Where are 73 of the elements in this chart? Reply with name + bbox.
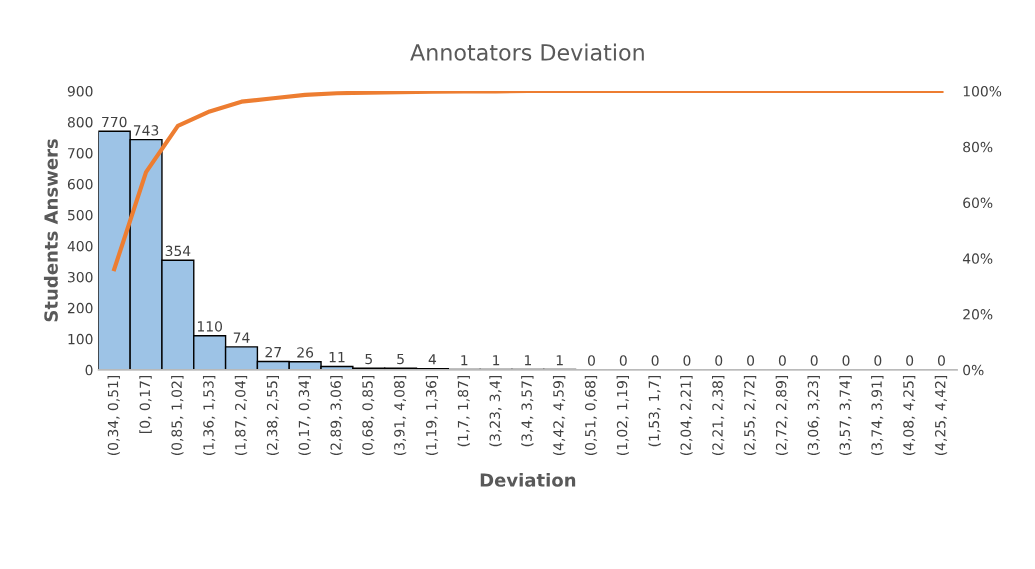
data-label: 0 xyxy=(778,355,786,366)
x-tick-label: (0,51, 0,68] xyxy=(584,375,598,456)
x-tick-label: (3,74, 3,91] xyxy=(871,375,884,456)
data-label: 770 xyxy=(102,116,127,128)
data-label: 110 xyxy=(197,321,223,332)
data-label: 0 xyxy=(715,355,723,366)
data-label: 5 xyxy=(397,353,404,365)
data-label: 1 xyxy=(493,355,500,366)
data-label: 26 xyxy=(297,347,314,358)
data-label: 1 xyxy=(461,355,468,366)
data-label: 4 xyxy=(428,354,437,365)
x-tick-label: (1,19, 1,36] xyxy=(425,375,439,456)
x-tick-label: (1,7, 1,87] xyxy=(457,375,470,447)
y-tick-label: 500 xyxy=(68,209,93,221)
data-label: 5 xyxy=(365,353,372,365)
data-label: 0 xyxy=(747,355,755,366)
data-label: 0 xyxy=(874,355,882,366)
data-label: 27 xyxy=(265,346,281,358)
data-label: 743 xyxy=(133,125,159,136)
y2-tick-label: 100% xyxy=(963,86,1002,97)
y-tick-label: 100 xyxy=(68,333,93,345)
y2-tick-label: 20% xyxy=(963,309,993,320)
x-tick-label: (0,34, 0,51] xyxy=(107,375,120,456)
y-tick-label: 400 xyxy=(67,240,93,252)
y-tick-label: 900 xyxy=(67,86,93,97)
data-label: 0 xyxy=(937,355,945,366)
x-tick-label: (3,91, 4,08] xyxy=(393,375,407,456)
x-tick-label: (2,21, 2,38] xyxy=(712,375,725,456)
data-label: 0 xyxy=(619,355,627,366)
data-label: 0 xyxy=(651,355,659,366)
x-tick-label: (2,38, 2,55] xyxy=(266,375,279,456)
data-label: 0 xyxy=(842,355,850,366)
x-tick-label: (3,23, 3,4] xyxy=(489,375,502,447)
data-label: 0 xyxy=(810,355,818,366)
data-label: 74 xyxy=(233,332,250,343)
x-tick-label: (2,89, 3,06] xyxy=(330,375,343,456)
x-tick-label: (4,42, 4,59] xyxy=(552,375,566,456)
x-tick-label: (2,04, 2,21] xyxy=(680,375,693,456)
data-label: 0 xyxy=(587,355,595,366)
x-tick-label: (3,4, 3,57] xyxy=(521,375,534,447)
y-tick-label: 0 xyxy=(85,364,93,376)
data-label: 11 xyxy=(329,352,345,363)
data-label: 0 xyxy=(683,355,691,366)
x-tick-label: (2,55, 2,72] xyxy=(743,375,757,456)
y-tick-label: 300 xyxy=(68,271,93,283)
x-tick-label: (1,02, 1,19] xyxy=(616,375,629,456)
data-label: 1 xyxy=(524,355,531,366)
chart-title: Annotators Deviation xyxy=(410,43,644,61)
x-tick-label: (3,57, 3,74] xyxy=(839,375,852,456)
x-axis-title: Deviation xyxy=(480,472,576,487)
x-tick-label: (3,06, 3,23] xyxy=(807,375,820,456)
x-tick-label: [0, 0,17] xyxy=(139,375,152,433)
y2-tick-label: 0% xyxy=(963,364,984,376)
x-tick-label: (2,72, 2,89] xyxy=(775,375,789,456)
x-tick-label: (0,85, 1,02] xyxy=(171,375,184,456)
data-label: 354 xyxy=(165,245,191,257)
x-tick-label: (4,08, 4,25] xyxy=(902,375,916,456)
y2-tick-label: 80% xyxy=(963,141,993,153)
y2-tick-label: 40% xyxy=(962,253,993,264)
x-tick-label: (1,87, 2,04] xyxy=(234,375,248,456)
data-label: 1 xyxy=(556,355,563,366)
x-tick-label: (0,17, 0,34] xyxy=(298,375,311,456)
y-tick-label: 200 xyxy=(67,302,93,314)
y-tick-label: 700 xyxy=(68,147,93,159)
x-tick-label: (1,53, 1,7] xyxy=(648,375,661,447)
y-tick-label: 800 xyxy=(67,116,93,128)
x-tick-label: (1,36, 1,53] xyxy=(202,375,216,456)
x-tick-label: (0,68, 0,85] xyxy=(362,375,375,456)
y2-tick-label: 60% xyxy=(963,197,993,209)
y-axis-title: Students Answers xyxy=(43,139,58,322)
x-tick-label: (4,25, 4,42] xyxy=(934,375,948,456)
data-label: 0 xyxy=(906,355,914,366)
y-tick-label: 600 xyxy=(67,178,93,190)
